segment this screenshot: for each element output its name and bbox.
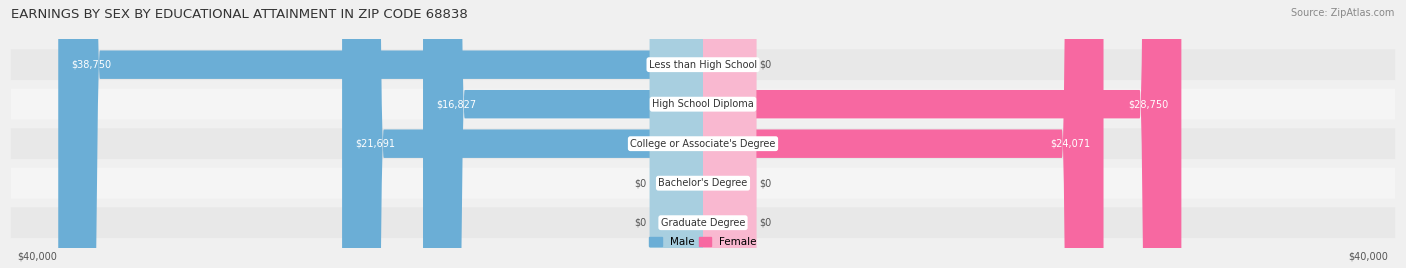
Text: $0: $0: [634, 218, 647, 228]
Text: $21,691: $21,691: [356, 139, 395, 149]
FancyBboxPatch shape: [342, 0, 703, 268]
FancyBboxPatch shape: [58, 0, 703, 268]
FancyBboxPatch shape: [11, 49, 1395, 80]
FancyBboxPatch shape: [11, 128, 1395, 159]
Text: Graduate Degree: Graduate Degree: [661, 218, 745, 228]
Text: EARNINGS BY SEX BY EDUCATIONAL ATTAINMENT IN ZIP CODE 68838: EARNINGS BY SEX BY EDUCATIONAL ATTAINMEN…: [11, 8, 468, 21]
Text: $0: $0: [759, 60, 772, 70]
Text: $0: $0: [759, 178, 772, 188]
FancyBboxPatch shape: [650, 0, 703, 268]
Text: $0: $0: [759, 218, 772, 228]
FancyBboxPatch shape: [11, 168, 1395, 199]
Legend: Male, Female: Male, Female: [650, 237, 756, 247]
FancyBboxPatch shape: [703, 0, 756, 268]
FancyBboxPatch shape: [650, 0, 703, 268]
Text: Bachelor's Degree: Bachelor's Degree: [658, 178, 748, 188]
FancyBboxPatch shape: [703, 0, 1104, 268]
Text: High School Diploma: High School Diploma: [652, 99, 754, 109]
Text: $16,827: $16,827: [436, 99, 477, 109]
Text: $0: $0: [634, 178, 647, 188]
FancyBboxPatch shape: [423, 0, 703, 268]
Text: Less than High School: Less than High School: [650, 60, 756, 70]
Text: $28,750: $28,750: [1128, 99, 1168, 109]
FancyBboxPatch shape: [703, 0, 1181, 268]
FancyBboxPatch shape: [703, 0, 756, 268]
FancyBboxPatch shape: [11, 89, 1395, 120]
Text: Source: ZipAtlas.com: Source: ZipAtlas.com: [1291, 8, 1395, 18]
Text: $38,750: $38,750: [72, 60, 111, 70]
FancyBboxPatch shape: [11, 207, 1395, 238]
Text: $24,071: $24,071: [1050, 139, 1090, 149]
FancyBboxPatch shape: [703, 0, 756, 268]
Text: College or Associate's Degree: College or Associate's Degree: [630, 139, 776, 149]
